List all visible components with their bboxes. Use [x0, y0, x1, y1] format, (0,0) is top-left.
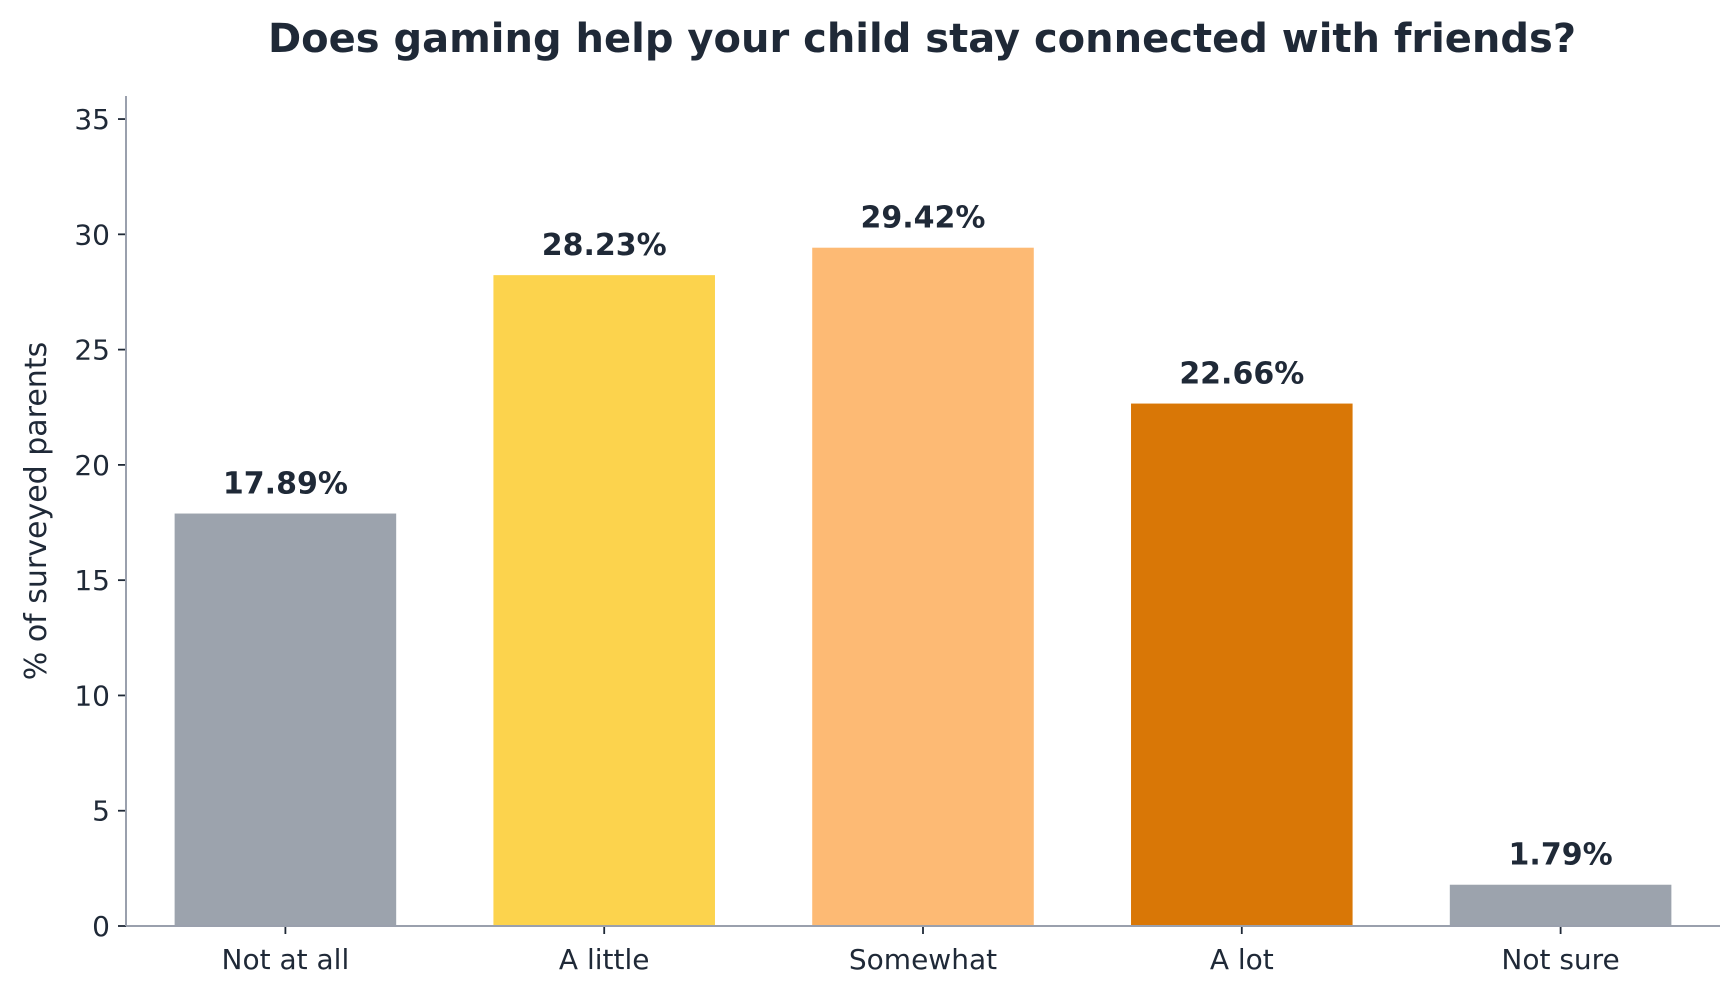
- y-tick-label: 0: [92, 910, 110, 943]
- y-tick-label: 35: [74, 103, 110, 136]
- data-label: 28.23%: [542, 228, 667, 263]
- bars-group: [174, 247, 1672, 926]
- y-tick-label: 25: [74, 334, 110, 367]
- bar-a-little: [493, 275, 715, 926]
- x-tick-label: A little: [559, 943, 650, 976]
- bar-not-sure: [1449, 884, 1672, 926]
- x-tick-label: A lot: [1210, 943, 1274, 976]
- data-label: 22.66%: [1179, 357, 1304, 392]
- bar-somewhat: [812, 247, 1034, 926]
- y-tick-label: 10: [74, 679, 110, 712]
- data-labels-group: 17.89% 28.23% 29.42% 22.66% 1.79%: [223, 201, 1613, 873]
- chart-title: Does gaming help your child stay connect…: [268, 16, 1576, 62]
- data-label: 29.42%: [861, 201, 986, 236]
- x-tick-label: Somewhat: [849, 943, 997, 976]
- data-label: 1.79%: [1509, 838, 1613, 873]
- y-tick-label: 30: [74, 218, 110, 251]
- y-axis-ticks: 0 5 10 15 20 25 30 35: [74, 103, 126, 943]
- y-axis-label: % of surveyed parents: [19, 342, 54, 680]
- x-axis-ticks: Not at all A little Somewhat A lot Not sure: [222, 926, 1620, 976]
- data-label: 17.89%: [223, 467, 348, 502]
- bar-not-at-all: [174, 513, 397, 926]
- bar-a-lot: [1131, 403, 1353, 926]
- x-tick-label: Not sure: [1501, 943, 1619, 976]
- y-tick-label: 20: [74, 449, 110, 482]
- y-tick-label: 15: [74, 564, 110, 597]
- y-tick-label: 5: [92, 795, 110, 828]
- x-tick-label: Not at all: [222, 943, 350, 976]
